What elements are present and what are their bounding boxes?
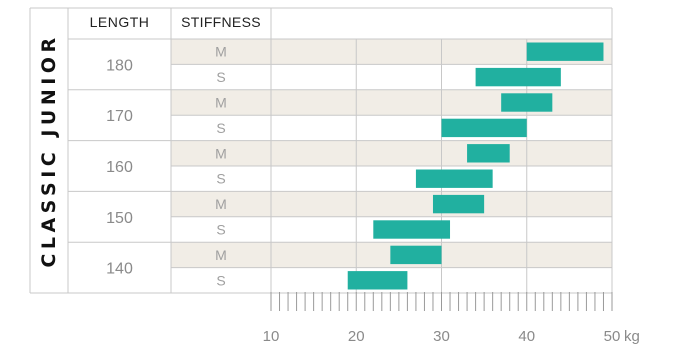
x-tick-label: 50	[604, 328, 621, 345]
stiffness-header: STIFFNESS	[181, 14, 261, 30]
weight-range-bar	[467, 144, 510, 163]
stiffness-label: M	[215, 44, 227, 60]
weight-range-bar	[526, 42, 604, 61]
x-unit-label: kg	[624, 328, 640, 345]
weight-range-bar	[432, 194, 485, 214]
x-tick-label: 10	[263, 328, 280, 345]
chart-title: CLASSIC JUNIOR	[38, 33, 60, 267]
row-shade	[171, 140, 612, 166]
stiffness-label: S	[216, 69, 225, 85]
stiffness-label: M	[215, 196, 227, 212]
x-tick-label: 20	[348, 328, 365, 345]
stiffness-label: M	[215, 145, 227, 161]
stiffness-label: M	[215, 95, 227, 111]
length-header: LENGTH	[90, 14, 150, 30]
length-label: 150	[106, 210, 133, 227]
weight-range-bar	[347, 271, 408, 290]
stiffness-label: S	[216, 222, 225, 238]
stiffness-label: S	[216, 171, 225, 187]
stiffness-label: M	[215, 247, 227, 263]
weight-range-bar	[501, 93, 553, 112]
stiffness-label: S	[216, 120, 225, 136]
length-label: 170	[106, 108, 133, 125]
weight-range-bar	[390, 245, 442, 265]
x-tick-label: 40	[518, 328, 535, 345]
weight-range-bar	[475, 67, 561, 87]
x-tick-label: 30	[433, 328, 450, 345]
weight-range-bar	[373, 220, 451, 239]
length-label: 140	[106, 261, 133, 278]
length-label: 160	[106, 159, 133, 176]
length-label: 180	[106, 57, 133, 74]
weight-range-bar	[441, 118, 527, 138]
row-shade	[171, 191, 612, 217]
weight-range-bar	[415, 169, 493, 188]
stiffness-label: S	[216, 272, 225, 288]
